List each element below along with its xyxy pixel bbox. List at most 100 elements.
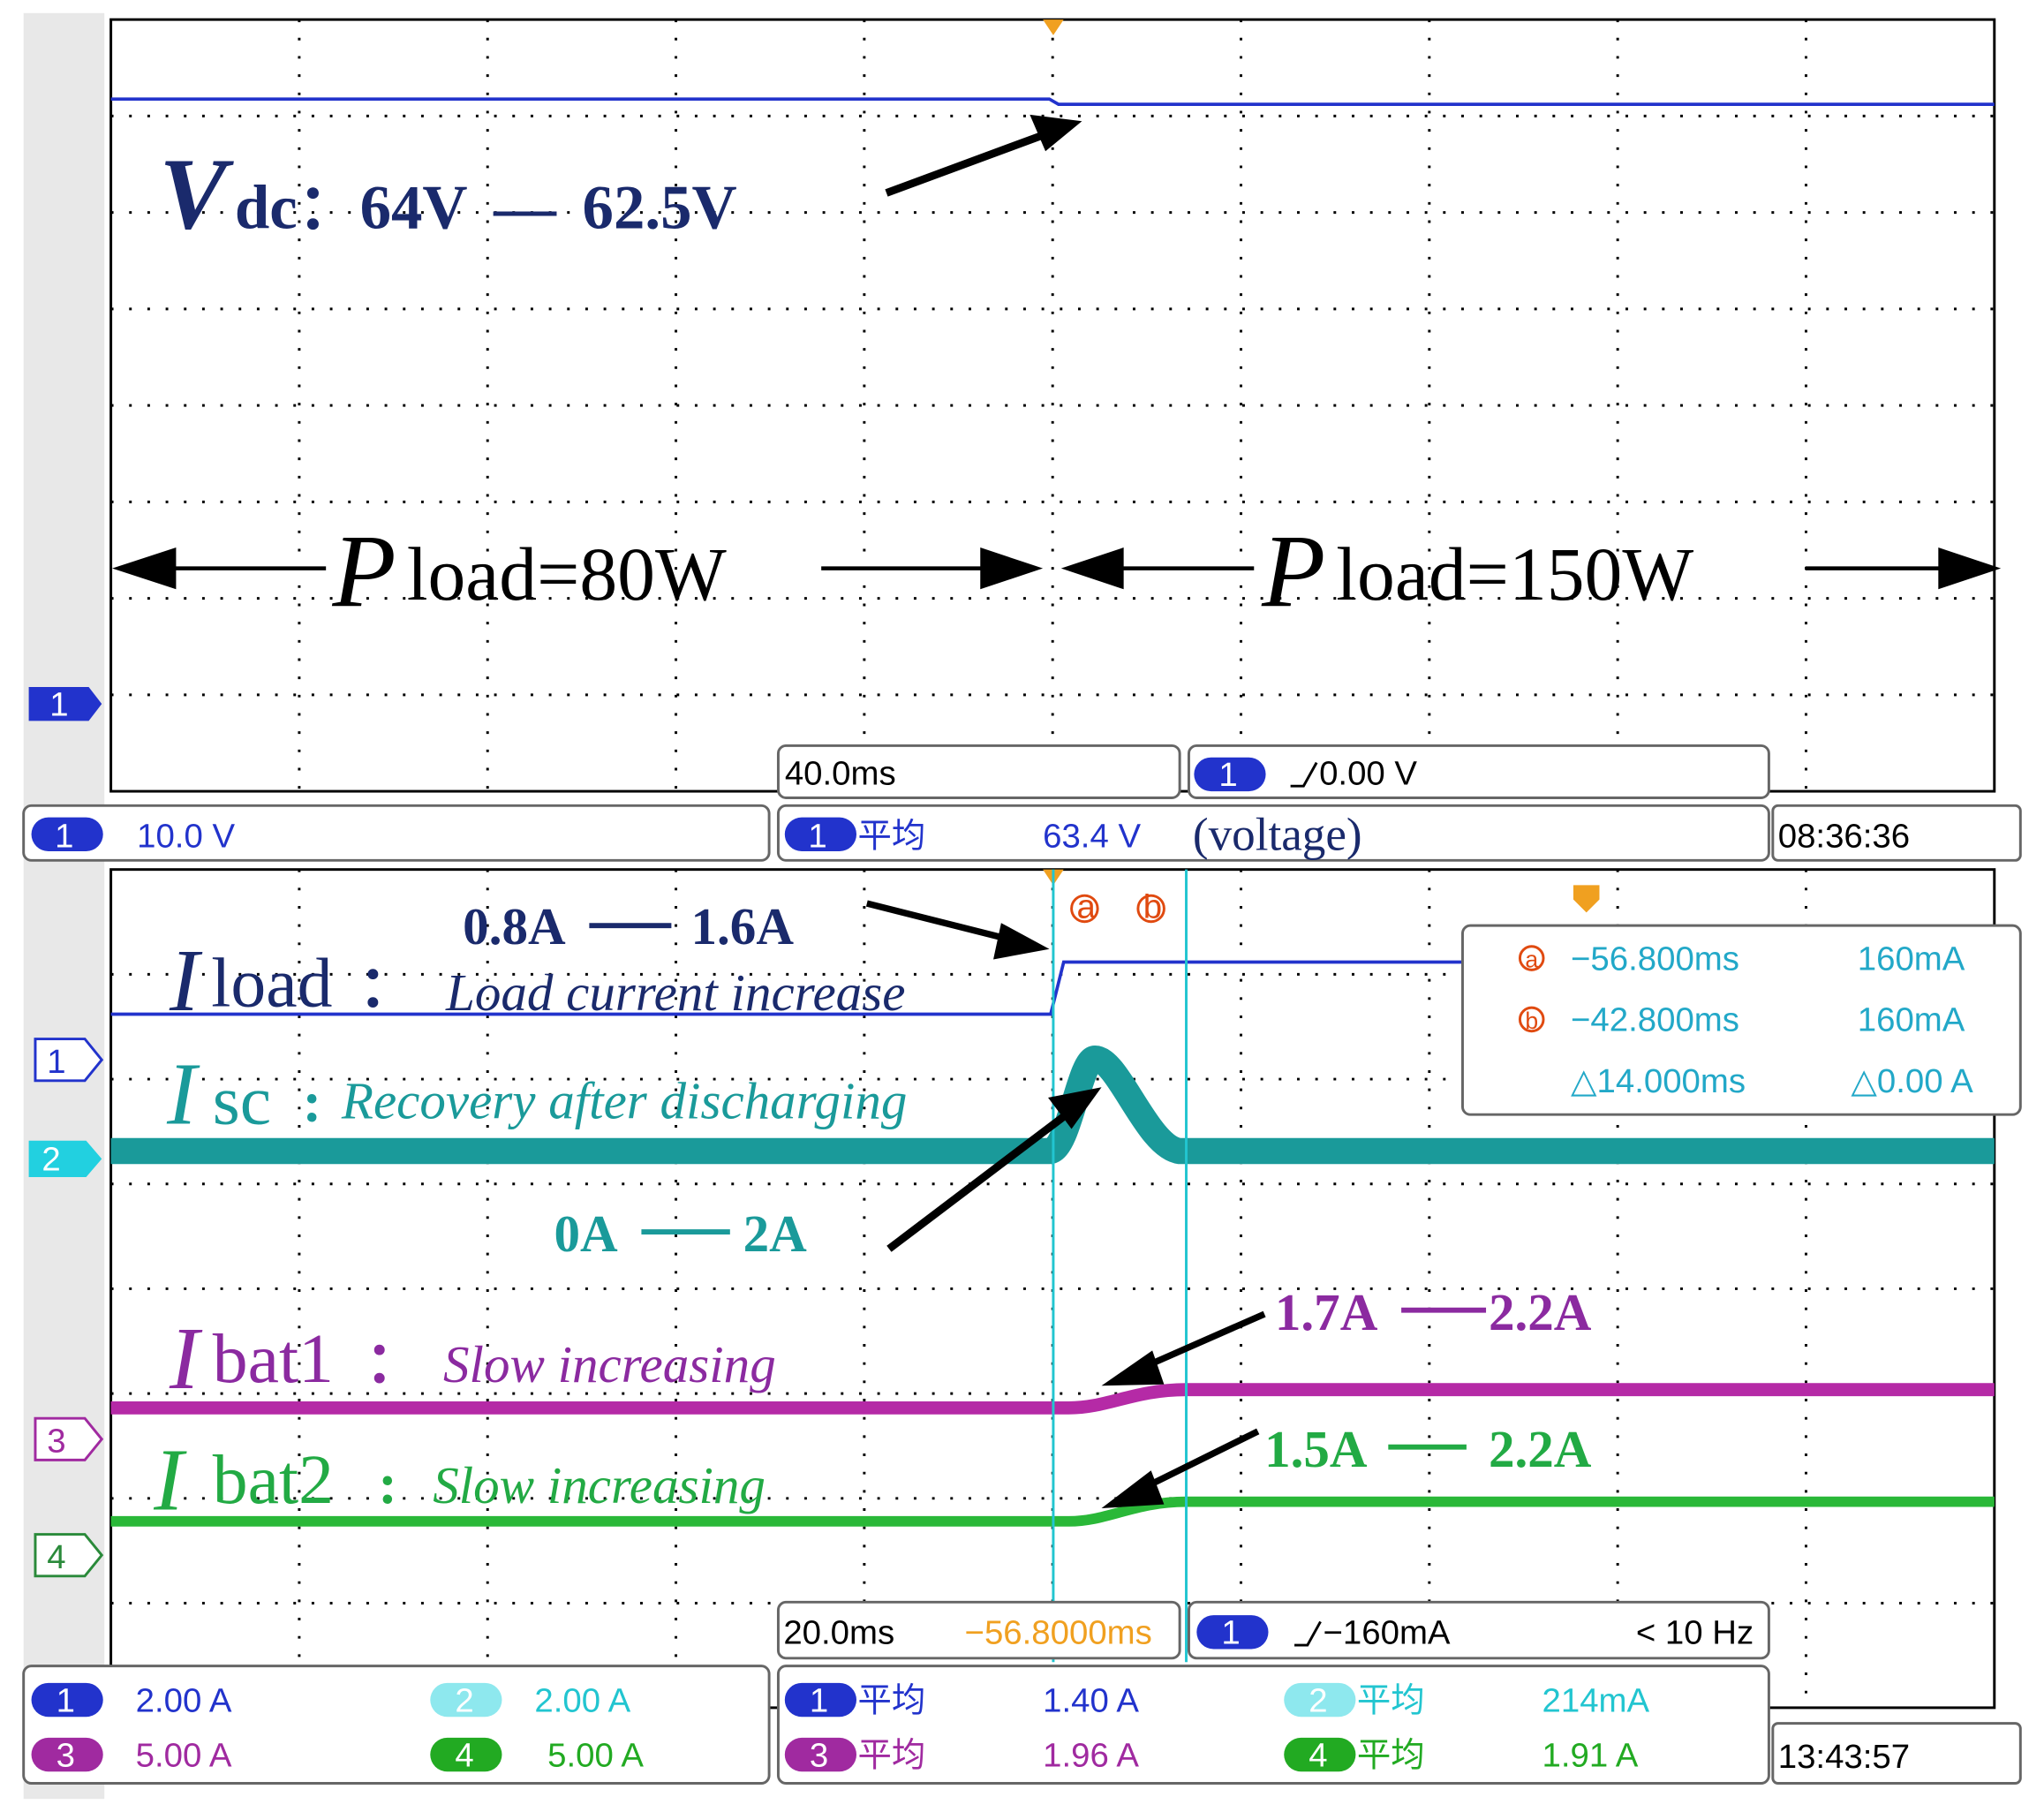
symbol: P (1261, 513, 1325, 629)
head (1938, 547, 2002, 590)
symbol: I (166, 1046, 200, 1144)
cursor-delta-time: △14.000ms (1571, 1062, 1746, 1100)
timebase: 20.0ms (783, 1614, 894, 1652)
arrow-head (1030, 114, 1082, 152)
measure-box (776, 804, 1770, 862)
measure-label: 平均 (1357, 1681, 1425, 1719)
desc: Load current increase (445, 963, 905, 1022)
channel-marker (28, 686, 102, 721)
cursor-readout (1460, 924, 2022, 1116)
delay: −56.8000ms (965, 1614, 1152, 1652)
colon: ： (358, 956, 416, 1020)
pill (784, 1737, 857, 1772)
colon: ： (365, 1332, 422, 1395)
trigger-point (1573, 885, 1600, 913)
channel-marker (28, 1140, 102, 1178)
measure-box (776, 1665, 1770, 1785)
scale-value: 5.00 A (547, 1736, 644, 1774)
pill (784, 817, 857, 851)
pill (784, 1682, 857, 1718)
value: 62.5V (583, 173, 737, 242)
measure-value: 1.91 A (1542, 1736, 1639, 1774)
arrow-head (1048, 1087, 1102, 1129)
desc: Recovery after discharging (341, 1072, 908, 1130)
cursor-readout-text: a b −56.800ms 160mA −42.800ms 160mA △14.… (1518, 940, 1973, 1100)
measure-value: 214mA (1542, 1681, 1650, 1719)
symbol: I (153, 1431, 187, 1529)
to: 1.6A (691, 897, 795, 955)
time-box (1771, 1722, 2022, 1785)
symbol: P (332, 513, 396, 629)
symbol: V (159, 137, 234, 250)
cursor-label: b (1525, 1008, 1538, 1034)
ibat2-annotation: I bat2 : Slow increasing 1.5A 2.2A (153, 1420, 1591, 1529)
load-arrowheads (112, 547, 2002, 590)
pill (1284, 1737, 1356, 1772)
text: load=80W (407, 532, 727, 616)
cursor-time: −56.800ms (1571, 940, 1739, 978)
scale-value: 5.00 A (136, 1736, 232, 1774)
sep: — (493, 173, 557, 242)
from: 0A (554, 1204, 619, 1263)
from: 1.7A (1275, 1283, 1378, 1341)
channel-marker (34, 1416, 104, 1461)
cursor-value: 160mA (1858, 1001, 1965, 1039)
note: (voltage) (1193, 810, 1362, 861)
pill (1284, 1682, 1356, 1718)
trigger-channel: 1 (1221, 1614, 1240, 1652)
measure-channel: 1 (808, 818, 826, 856)
cursor-labels: a b (1070, 887, 1165, 925)
trigger-rate: < 10 Hz (1636, 1614, 1754, 1652)
to: 2.2A (1489, 1420, 1592, 1478)
head (1060, 547, 1124, 590)
scale-box (22, 1665, 771, 1785)
vdc-trace (110, 97, 1995, 106)
to: 2A (743, 1204, 808, 1263)
left-strip (23, 12, 105, 1800)
sub: load (211, 945, 332, 1023)
cursor-label: a (1077, 887, 1097, 925)
scale-value: 10.0 V (137, 818, 235, 856)
trigger-level: 0.00 V (1319, 755, 1417, 793)
colon: : (378, 1453, 397, 1516)
sub: dc (235, 173, 298, 242)
channel-marker (34, 1038, 104, 1083)
grid (110, 19, 1995, 1708)
pill (430, 1737, 502, 1772)
cursor-label: b (1143, 887, 1162, 925)
timebase-box (776, 744, 1181, 799)
arrow (865, 900, 1018, 945)
measure-channel: 1 (810, 1681, 828, 1719)
measure-label: 平均 (857, 1736, 925, 1774)
sub: bat1 (213, 1320, 334, 1398)
edge-icon (1290, 761, 1318, 788)
scale-channel: 3 (57, 1736, 75, 1774)
scale-box (22, 804, 771, 862)
head (980, 547, 1044, 590)
vdc-annotation: V dc：64V — 62.5V (159, 137, 737, 250)
cursor-icon (1518, 945, 1545, 971)
symbol: I (169, 1310, 203, 1408)
trigger-level: −160mA (1324, 1614, 1451, 1652)
isc-trace (110, 1045, 1995, 1165)
scale-channel: 4 (455, 1736, 473, 1774)
sub: bat2 (213, 1441, 334, 1519)
label: dc：64V — 62.5V (235, 173, 737, 242)
channel-marker-label: 3 (47, 1423, 65, 1461)
measure-channel: 2 (1309, 1681, 1327, 1719)
status-rows: 1 2.00 A 2 2.00 A 3 5.00 A 4 5.00 A 1 平均 1.40 A 2 平均… (31, 1681, 1650, 1774)
from: 0.8A (463, 897, 566, 955)
measure-label: 平均 (857, 818, 925, 856)
channel-marker-label: 1 (47, 1043, 65, 1081)
edge-icon (1294, 1620, 1322, 1647)
cursor-icon (1070, 894, 1099, 924)
arrow-head (1101, 1470, 1165, 1509)
isc-annotation: I sc : Recovery after discharging 0A 2A (166, 1046, 907, 1264)
from: 1.5A (1264, 1420, 1368, 1478)
time: 13:43:57 (1778, 1738, 1910, 1776)
colon: : (303, 1071, 322, 1135)
trigger-box (1187, 744, 1770, 799)
cursor-value: 160mA (1858, 940, 1965, 978)
cursor-icon (1136, 894, 1165, 924)
